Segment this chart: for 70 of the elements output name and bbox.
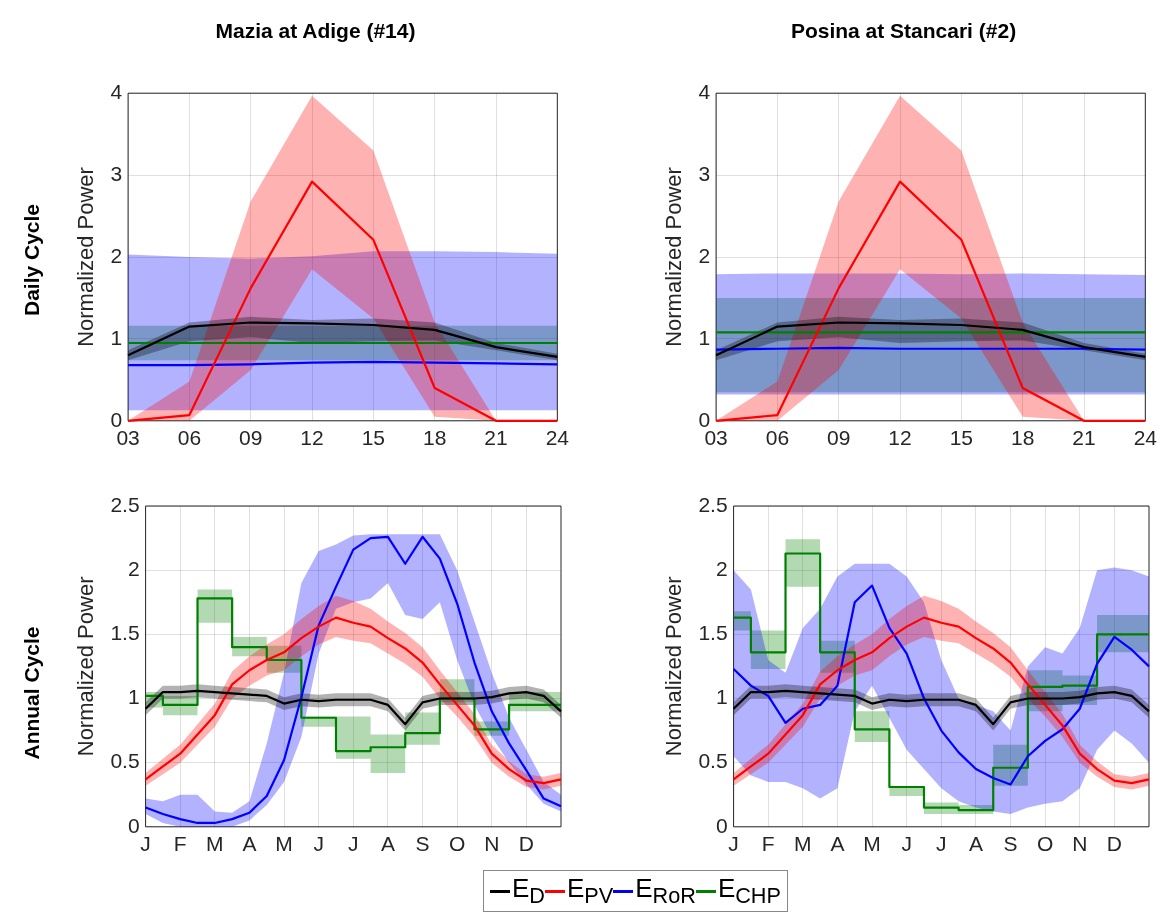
x-tick-label: D [1106, 832, 1122, 856]
legend-label: E$_{RoR}$ [635, 873, 696, 910]
x-tick-label: 15 [361, 426, 386, 450]
x-tick-label: 15 [949, 426, 974, 450]
y-tick-label: 2 [110, 243, 123, 267]
x-tick-label: N [1072, 832, 1088, 856]
x-tick-label: A [242, 832, 257, 856]
y-axis-title: Normalized Power [73, 576, 99, 757]
y-tick-label: 1 [127, 685, 140, 709]
x-tick-label: M [794, 832, 812, 856]
y-tick-label: 0 [127, 813, 140, 837]
x-tick-label: 06 [765, 426, 790, 450]
x-tick-label: A [968, 832, 983, 856]
chart-title: Posina at Stancari (#2) [790, 19, 1017, 43]
x-tick-label: M [863, 832, 881, 856]
y-tick-label: 1.5 [110, 621, 140, 645]
x-tick-label: F [761, 832, 775, 856]
y-axis-title: Normalized Power [661, 576, 687, 757]
y-tick-label: 1 [110, 325, 123, 349]
legend-label: E$_{D}$ [512, 873, 545, 910]
x-tick-label: M [206, 832, 224, 856]
x-tick-label: 24 [1133, 426, 1158, 450]
y-axis-title: Normalized Power [73, 167, 99, 347]
x-tick-label: J [348, 832, 359, 856]
x-tick-label: O [448, 832, 466, 856]
legend-label: E$_{PV}$ [566, 873, 614, 910]
x-tick-label: J [936, 832, 947, 856]
legend-label: E$_{CHP}$ [717, 873, 781, 910]
x-tick-label: 09 [827, 426, 851, 450]
y-tick-label: 1 [698, 325, 711, 349]
y-tick-label: 1.5 [698, 621, 728, 645]
x-tick-label: S [415, 832, 430, 856]
x-tick-label: S [1003, 832, 1018, 856]
y-tick-label: 2 [698, 243, 711, 267]
x-tick-label: 21 [484, 426, 508, 450]
x-tick-label: A [830, 832, 845, 856]
y-tick-label: 2 [127, 556, 140, 580]
x-tick-label: A [380, 832, 395, 856]
y-axis-title: Normalized Power [661, 167, 687, 347]
x-tick-label: O [1036, 832, 1054, 856]
y-tick-label: 2.5 [110, 492, 140, 516]
y-tick-label: 0.5 [698, 749, 728, 773]
x-tick-label: 18 [1011, 426, 1035, 450]
x-tick-label: M [275, 832, 293, 856]
x-tick-label: 06 [177, 426, 202, 450]
x-tick-label: J [901, 832, 912, 856]
x-tick-label: F [173, 832, 187, 856]
x-tick-label: 21 [1072, 426, 1096, 450]
y-tick-label: 0.5 [110, 749, 140, 773]
y-tick-label: 1 [715, 685, 728, 709]
x-tick-label: N [484, 832, 500, 856]
x-tick-label: 12 [888, 426, 912, 450]
x-tick-label: D [518, 832, 534, 856]
text: Daily Cycle [20, 203, 44, 317]
x-tick-label: 24 [545, 426, 570, 450]
y-tick-label: 4 [698, 80, 711, 103]
x-tick-label: J [313, 832, 324, 856]
y-tick-label: 3 [698, 161, 711, 185]
x-tick-label: 18 [423, 426, 447, 450]
y-tick-label: 4 [110, 80, 123, 103]
y-tick-label: 2.5 [698, 492, 728, 516]
y-tick-label: 2 [715, 556, 728, 580]
x-tick-label: J [140, 832, 151, 856]
y-tick-label: 0 [715, 813, 728, 837]
text: Annual Cycle [20, 626, 44, 760]
x-tick-label: 09 [239, 426, 263, 450]
x-tick-label: 12 [300, 426, 324, 450]
y-tick-label: 3 [110, 161, 123, 185]
x-tick-label: J [728, 832, 739, 856]
chart-title: Mazia at Adige (#14) [215, 19, 416, 43]
